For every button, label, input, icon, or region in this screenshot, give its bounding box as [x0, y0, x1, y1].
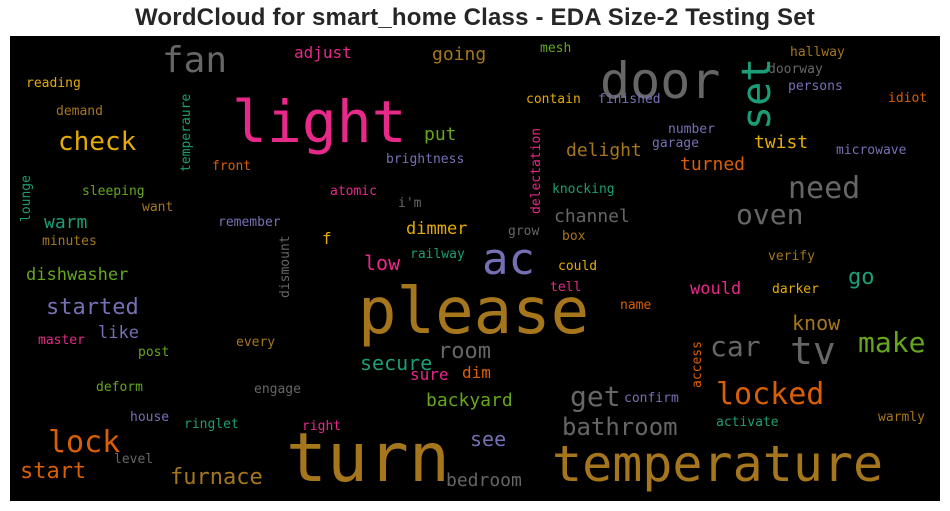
word-delectation: delectation: [529, 128, 544, 214]
word-channel: channel: [554, 206, 630, 227]
word-confirm: confirm: [624, 391, 679, 406]
word-box: box: [562, 229, 586, 244]
wordcloud-words: turn please light temperature door ac set fan tv…: [19, 40, 927, 498]
word-bedroom: bedroom: [446, 470, 522, 491]
word-temperature: temperature: [552, 435, 883, 493]
word-verify: verify: [768, 249, 815, 264]
word-would: would: [690, 279, 741, 299]
word-master: master: [38, 333, 85, 348]
wordcloud-background: [10, 36, 940, 501]
word-warm: warm: [44, 212, 87, 233]
word-house: house: [130, 410, 169, 425]
word-tell: tell: [550, 280, 581, 295]
word-lounge: lounge: [19, 175, 34, 222]
word-post: post: [138, 345, 169, 360]
chart-title: WordCloud for smart_home Class - EDA Siz…: [135, 4, 815, 31]
word-light: light: [232, 88, 407, 156]
word-access: access: [690, 341, 705, 388]
word-started: started: [46, 295, 139, 320]
word-fan: fan: [162, 40, 227, 81]
word-sleeping: sleeping: [82, 184, 145, 199]
word-demand: demand: [56, 104, 103, 119]
word-darker: darker: [772, 282, 819, 297]
word-dimmer: dimmer: [406, 219, 467, 239]
word-turned: turned: [680, 154, 745, 175]
word-go: go: [848, 265, 875, 290]
word-grow: grow: [508, 224, 539, 239]
word-car: car: [710, 330, 761, 363]
word-bathroom: bathroom: [562, 413, 678, 441]
word-front: front: [212, 159, 251, 174]
word-oven: oven: [736, 198, 803, 231]
word-garage: garage: [652, 136, 699, 151]
word-doorway: doorway: [768, 62, 823, 77]
word-knocking: knocking: [552, 182, 615, 197]
word-twist: twist: [754, 132, 808, 153]
word-number: number: [668, 122, 715, 137]
word-minutes: minutes: [42, 234, 97, 249]
word-dim: dim: [462, 363, 491, 382]
word-warmly: warmly: [878, 410, 925, 425]
word-start: start: [20, 459, 86, 484]
word-need: need: [788, 171, 860, 206]
word-microwave: microwave: [836, 143, 907, 158]
word-sure: sure: [410, 365, 449, 384]
word-tv: tv: [790, 329, 836, 373]
word-level: level: [114, 452, 153, 467]
word-name: name: [620, 298, 651, 313]
word-lock: lock: [48, 425, 120, 460]
word-finished: finished: [598, 92, 661, 107]
word-door: door: [600, 52, 720, 110]
word-hallway: hallway: [790, 45, 845, 60]
word-remember: remember: [218, 215, 281, 230]
word-set: set: [734, 58, 780, 130]
word-secure: secure: [360, 351, 432, 375]
word-adjust: adjust: [294, 43, 352, 62]
word-brightness: brightness: [386, 152, 464, 167]
word-want: want: [142, 200, 173, 215]
word-mesh: mesh: [540, 41, 571, 56]
word-see: see: [470, 427, 506, 451]
word-i-m: i'm: [398, 196, 422, 211]
word-contain: contain: [526, 92, 581, 107]
word-put: put: [424, 124, 457, 145]
word-low: low: [364, 251, 401, 275]
word-turn: turn: [286, 419, 450, 498]
word-atomic: atomic: [330, 184, 377, 199]
word-room: room: [438, 339, 491, 364]
word-like: like: [98, 323, 139, 343]
word-persons: persons: [788, 79, 843, 94]
word-ac: ac: [482, 234, 535, 285]
word-every: every: [236, 335, 275, 350]
word-railway: railway: [410, 247, 465, 262]
word-please: please: [358, 275, 589, 349]
word-going: going: [432, 44, 486, 65]
word-dishwasher: dishwasher: [26, 265, 128, 285]
word-could: could: [558, 259, 597, 274]
word-idiot: idiot: [888, 91, 927, 106]
word-right: right: [302, 419, 341, 434]
word-ringlet: ringlet: [184, 417, 239, 432]
word-dismount: dismount: [278, 235, 293, 298]
word-engage: engage: [254, 382, 301, 397]
word-check: check: [58, 127, 137, 157]
word-make: make: [858, 326, 925, 359]
word-activate: activate: [716, 415, 779, 430]
word-get: get: [570, 380, 621, 413]
word-furnace: furnace: [170, 465, 263, 490]
word-locked: locked: [716, 377, 824, 412]
word-f: f: [322, 229, 332, 248]
word-delight: delight: [566, 140, 642, 161]
word-deform: deform: [96, 380, 143, 395]
word-temperaure: temperaure: [179, 94, 194, 172]
word-reading: reading: [26, 76, 81, 91]
word-backyard: backyard: [426, 390, 513, 411]
word-know: know: [792, 311, 841, 335]
